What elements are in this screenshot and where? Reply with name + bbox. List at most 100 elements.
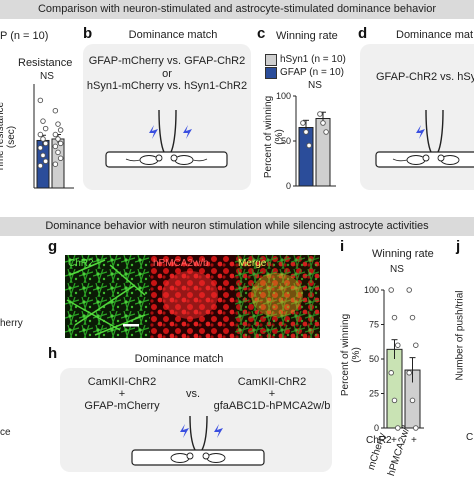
winning-rate-c-point-GFAP-0	[300, 120, 306, 126]
resistance-point-hSyn1-8	[57, 155, 64, 162]
winning-rate-i-ytick-label-75: 75	[369, 320, 379, 330]
resistance-point-GFAP-8	[42, 158, 49, 165]
winning-rate-i-point-mCherry-3	[388, 370, 394, 376]
resistance-point-GFAP-1	[40, 118, 46, 124]
winning-rate-i-ytick-label-50: 50	[369, 354, 379, 364]
winning-rate-i-point-mCherry-4	[391, 397, 398, 404]
resistance-point-hSyn1-4	[55, 136, 61, 142]
panel-b-line1: GFAP-mCherry vs. GFAP-ChR2	[88, 55, 246, 67]
resistance-point-hSyn1-7	[55, 149, 61, 156]
resistance-point-GFAP-9	[37, 162, 44, 169]
panel-h-tube-illustration	[131, 415, 265, 466]
winning-rate-i-point-hPMCA2w/b-1	[409, 314, 416, 321]
legend-swatch-hsyn1	[265, 54, 277, 66]
panel-b-tube-illustration	[105, 109, 228, 168]
panel-d-tube-illustration	[375, 109, 474, 168]
panel-b-line2: or	[162, 68, 172, 80]
image-chr2: ChR2	[65, 255, 150, 338]
panel-c-label: c	[257, 25, 266, 42]
legend-label-gfap: GFAP (n = 10)	[280, 67, 345, 78]
panel-j-fragment: C	[466, 432, 474, 443]
panel-i-sig: NS	[390, 264, 404, 275]
panel-h-right-line1: CamKII-ChR2	[237, 376, 307, 388]
resistance-point-GFAP-0	[37, 97, 44, 104]
panel-i-row-label: ChR2	[366, 435, 392, 446]
panel-h-left-line1: CamKII-ChR2	[87, 376, 157, 388]
winning-rate-i-point-mCherry-1	[391, 314, 398, 321]
panel-j-label: j	[456, 238, 461, 255]
winning-rate-i-ytick-label-0: 0	[374, 423, 379, 433]
winning-rate-i-point-hPMCA2w/b-5	[413, 425, 419, 431]
panel-g-label: g	[48, 238, 58, 255]
panel-h-right-line3: gfaABC1D-hPMCA2w/b	[213, 400, 331, 412]
panel-b-line3: hSyn1-mCherry vs. hSyn1-ChR2	[86, 80, 248, 92]
winning-rate-i-ytick-label-25: 25	[369, 389, 379, 399]
panel-d-title: Dominance mat	[396, 29, 474, 41]
panel-h-label: h	[48, 345, 58, 362]
resistance-point-GFAP-3	[37, 131, 44, 138]
image-merge: Merge	[235, 255, 320, 338]
panel-h-left-line3: GFAP-mCherry	[84, 400, 160, 412]
panel-b-label: b	[83, 25, 93, 42]
resistance-point-hSyn1-5	[57, 140, 64, 147]
winning-rate-i-point-hPMCA2w/b-2	[413, 342, 419, 348]
panel-d-label: d	[358, 25, 368, 42]
panel-d-text: GFAP-ChR2 vs. hSyn	[376, 71, 474, 83]
image-hpmca: hPMCA2w/b	[150, 255, 235, 338]
panel-h-right-line2: +	[268, 388, 276, 400]
panel-h-left-line2: +	[118, 388, 126, 400]
panel-c-title: Winning rate	[276, 30, 338, 42]
winning-rate-c-point-GFAP-2	[306, 142, 312, 149]
resistance-point-hSyn1-1	[55, 121, 61, 127]
panel-a-sig: NS	[40, 71, 54, 82]
resistance-point-GFAP-5	[42, 140, 49, 147]
winning-rate-i-point-hPMCA2w/b-3	[406, 370, 412, 376]
resistance-point-GFAP-4	[40, 136, 46, 142]
winning-rate-i-point-mCherry-2	[395, 342, 401, 348]
winning-rate-i-point-mCherry-5	[395, 425, 401, 431]
legend-swatch-gfap	[265, 67, 277, 79]
winning-rate-i-bar-mCherry	[386, 348, 403, 429]
winning-rate-i-ytick-label-100: 100	[364, 285, 379, 295]
resistance-point-hSyn1-3	[52, 131, 59, 138]
left-fragment-1: herry	[0, 318, 23, 329]
winning-rate-c-point-GFAP-1	[303, 129, 309, 135]
top-section-banner: Comparison with neuron-stimulated and as…	[0, 0, 474, 19]
panel-j-ylabel: Number of push/trial	[454, 290, 466, 381]
image-merge-caption: Merge	[238, 258, 267, 269]
resistance-point-GFAP-7	[40, 152, 46, 159]
winning-rate-c-ytick-label-100: 100	[276, 91, 291, 101]
winning-rate-c-point-hSyn1-2	[323, 129, 329, 135]
winning-rate-c-point-hSyn1-1	[320, 120, 326, 126]
winning-rate-c-ytick-label-0: 0	[286, 181, 291, 191]
resistance-point-hSyn1-6	[52, 143, 59, 150]
resistance-point-GFAP-2	[42, 125, 49, 132]
panel-i-row-mark-1: +	[391, 435, 397, 446]
panel-i-label: i	[340, 238, 345, 255]
winning-rate-i-point-hPMCA2w/b-0	[406, 287, 412, 293]
winning-rate-i-point-hPMCA2w/b-4	[409, 397, 416, 404]
winning-rate-c-point-hSyn1-0	[317, 111, 323, 117]
panel-h-title: Dominance match	[134, 353, 224, 365]
winning-rate-i-point-mCherry-0	[388, 287, 394, 293]
image-chr2-caption: ChR2	[68, 258, 94, 269]
bottom-section-banner: Dominance behavior with neuron stimulati…	[0, 217, 474, 236]
resistance-point-hSyn1-2	[57, 127, 64, 133]
panel-h-vs: vs.	[185, 388, 201, 400]
panel-i-title: Winning rate	[372, 248, 434, 260]
resistance-point-GFAP-6	[37, 145, 44, 151]
panel-b-title: Dominance match	[128, 29, 218, 41]
resistance-point-hSyn1-9	[52, 161, 59, 167]
left-fragment-2: ce	[0, 427, 11, 438]
panel-i-row-mark-2: +	[411, 435, 417, 446]
panel-a-title: Resistance	[18, 57, 73, 69]
winning-rate-c-ytick-label-50: 50	[281, 136, 291, 146]
resistance-point-hSyn1-0	[52, 107, 59, 114]
legend-label-hsyn1: hSyn1 (n = 10)	[280, 54, 346, 65]
panel-c-sig: NS	[308, 80, 322, 91]
panel-a-fragment: P (n = 10)	[0, 30, 49, 42]
image-hpmca-caption: hPMCA2w/b	[153, 258, 209, 269]
